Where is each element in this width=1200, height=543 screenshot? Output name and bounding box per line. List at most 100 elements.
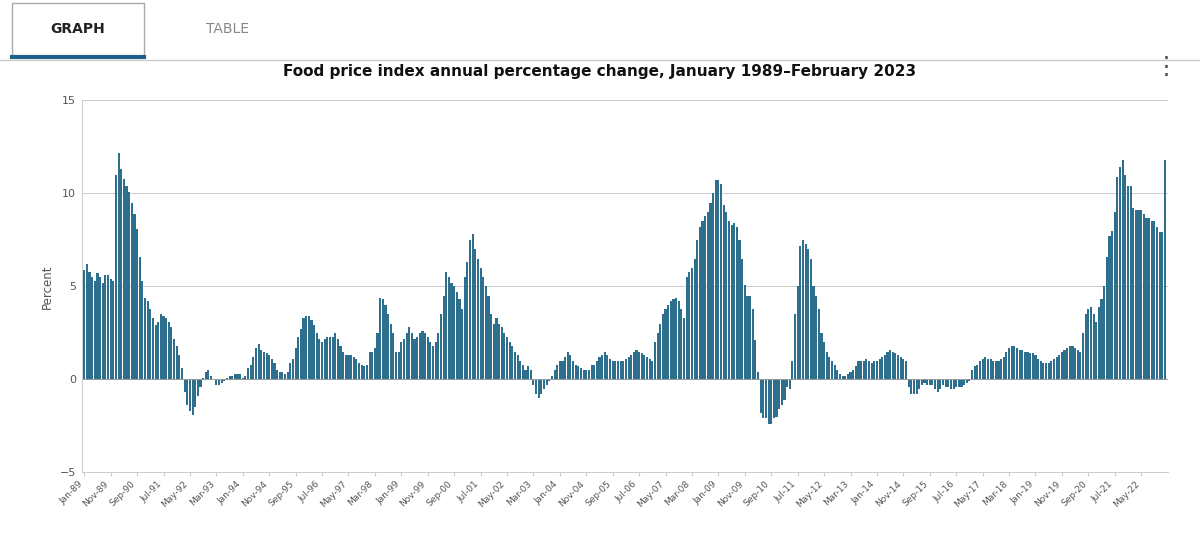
Bar [920,380,923,385]
Bar [458,299,461,380]
Bar [722,205,725,380]
Bar [878,359,881,380]
Bar [218,380,220,385]
Bar [89,272,90,380]
Bar [1074,348,1076,380]
Bar [520,361,521,380]
Bar [302,318,305,380]
Bar [371,351,373,380]
Bar [931,380,934,385]
Bar [181,368,184,380]
Bar [1162,232,1163,380]
Bar [659,324,661,380]
Bar [950,380,952,389]
Bar [725,212,727,380]
Bar [126,186,127,380]
Bar [757,372,760,380]
Bar [884,355,886,380]
Bar [947,380,949,387]
Bar [953,380,955,389]
Bar [432,346,434,380]
Bar [514,351,516,380]
Bar [566,351,569,380]
Bar [924,380,925,383]
Bar [289,363,292,380]
Bar [535,380,538,394]
Bar [366,364,368,380]
Bar [258,344,259,380]
Bar [83,270,85,380]
Bar [485,287,487,380]
Bar [166,318,167,380]
Bar [1087,309,1090,380]
Bar [170,327,173,380]
Bar [944,380,947,387]
Bar [335,333,336,380]
Bar [709,203,712,380]
Bar [636,350,637,380]
Bar [1006,351,1008,380]
Bar [986,359,989,380]
Bar [265,353,268,380]
Bar [1082,333,1084,380]
Bar [122,179,125,380]
Bar [245,376,246,380]
Bar [551,376,553,380]
Bar [421,331,424,380]
Bar [401,342,402,380]
Bar [601,355,604,380]
Bar [202,377,204,380]
Bar [881,357,883,380]
Bar [474,249,476,380]
Bar [236,374,239,380]
Bar [638,351,640,380]
Bar [900,357,901,380]
Bar [331,337,334,380]
Bar [905,361,907,380]
Bar [307,316,310,380]
Bar [427,337,428,380]
Bar [797,287,799,380]
Bar [1132,209,1134,380]
Bar [968,380,971,381]
Bar [281,372,283,380]
Bar [834,364,835,380]
Bar [107,275,109,380]
Bar [569,355,571,380]
Bar [773,380,775,419]
Bar [1111,231,1114,380]
Bar [1109,236,1110,380]
Bar [1156,227,1158,380]
Bar [340,346,342,380]
Bar [913,380,914,394]
Bar [120,169,122,380]
Bar [480,268,481,380]
Bar [736,227,738,380]
Bar [1146,218,1147,380]
Bar [395,351,397,380]
Bar [1122,160,1123,380]
Bar [260,350,263,380]
Bar [416,337,419,380]
Bar [522,364,524,380]
Bar [728,222,730,380]
Bar [630,355,632,380]
Bar [467,262,468,380]
Bar [641,353,643,380]
Bar [424,333,426,380]
Bar [628,357,630,380]
Bar [696,240,698,380]
Bar [316,333,318,380]
Bar [755,340,756,380]
Bar [162,316,164,380]
Bar [643,355,646,380]
Bar [854,367,857,380]
Bar [556,364,558,380]
Bar [617,361,619,380]
Bar [184,380,186,393]
Bar [546,380,547,385]
Bar [100,277,101,380]
Bar [926,380,929,385]
Bar [808,249,809,380]
Bar [155,325,157,380]
